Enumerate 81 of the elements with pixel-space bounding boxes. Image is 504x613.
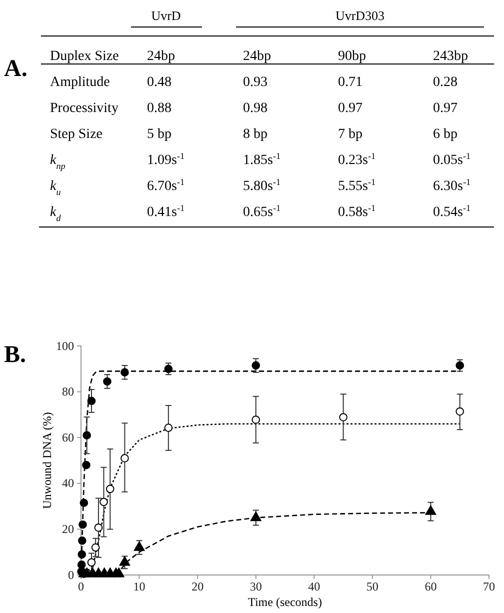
point (94, 523, 103, 532)
text: A. (4, 56, 28, 82)
point (119, 556, 130, 566)
point (134, 541, 145, 551)
point (87, 558, 96, 567)
y-tick-label: 40 (62, 476, 74, 490)
text: 0.71 (338, 75, 362, 90)
y-axis-title: Unwound DNA (%) (40, 412, 54, 509)
text: 0.88 (147, 101, 172, 116)
point (425, 505, 436, 515)
point (252, 416, 260, 424)
x-tick-label: 10 (133, 580, 146, 594)
text: 0.41s$^{-1}$ (147, 203, 185, 220)
point (106, 484, 114, 494)
x-tick-label: 70 (483, 580, 495, 594)
text: 90bp (338, 49, 366, 64)
text: 6.30s$^{-1}$ (433, 177, 471, 194)
text: UvrD303 (335, 8, 385, 23)
text: 1.85s$^{-1}$ (243, 151, 281, 168)
y-tick-label: 0 (68, 568, 74, 582)
y-tick-label: 80 (62, 384, 74, 399)
chart-title: B. (4, 342, 26, 368)
text: 0.58s$^{-1}$ (338, 203, 376, 220)
x-tick-label: 60 (424, 580, 437, 594)
text: Amplitude (50, 75, 110, 90)
text: 24bp (243, 49, 271, 64)
x-tick-label: 20 (192, 580, 204, 594)
point (78, 536, 86, 545)
text: 0.28 (433, 75, 458, 90)
text: 0.23s$^{-1}$ (338, 151, 376, 168)
text: 0.98 (243, 101, 268, 116)
y-tick-label: 100 (56, 338, 74, 353)
text: 0.05s$^{-1}$ (433, 151, 471, 168)
point (82, 431, 91, 440)
point (82, 460, 90, 470)
text: k$_{np}$ (50, 153, 66, 171)
point (456, 407, 464, 416)
text: UvrD (151, 8, 181, 23)
text: 0.54s$^{-1}$ (433, 203, 471, 220)
text: k$_{d}$ (50, 205, 62, 223)
text: 0.65s$^{-1}$ (243, 203, 281, 220)
point (120, 454, 129, 462)
text: 0.93 (243, 75, 268, 90)
text: 8 bp (243, 127, 268, 142)
text: 6.70s$^{-1}$ (147, 177, 185, 194)
x-axis-title: Time (seconds) (248, 595, 322, 609)
text: 5.55s$^{-1}$ (338, 177, 376, 194)
text: 7 bp (338, 127, 362, 142)
text: 6 bp (433, 127, 458, 142)
point (103, 377, 112, 386)
x-tick-label: 50 (366, 580, 378, 594)
text: 243bp (433, 49, 468, 64)
text: Step Size (50, 127, 102, 142)
text: 5.80s$^{-1}$ (243, 177, 281, 194)
point (77, 560, 86, 569)
point (120, 368, 129, 376)
point (91, 543, 100, 552)
x-tick-label: 0 (78, 580, 84, 594)
point (100, 498, 108, 506)
text: Processivity (50, 101, 118, 116)
text: 0.48 (147, 75, 172, 90)
point (113, 568, 124, 578)
text: 24bp (147, 49, 175, 64)
y-tick-label: 20 (62, 522, 74, 536)
x-tick-label: 30 (250, 580, 262, 594)
text: 5 bp (147, 127, 172, 142)
point (164, 424, 173, 432)
point (252, 361, 260, 370)
point (78, 520, 87, 529)
text: 0.97 (433, 101, 458, 116)
x-tick-label: 40 (308, 580, 320, 594)
point (80, 498, 88, 508)
text: 0.97 (338, 101, 362, 116)
text: 1.09s$^{-1}$ (147, 151, 185, 168)
text: k$_{u}$ (50, 179, 62, 197)
text: Duplex Size (50, 49, 119, 64)
point (250, 512, 262, 522)
point (339, 413, 348, 422)
point (87, 396, 96, 406)
y-tick-label: 60 (62, 430, 74, 444)
point (78, 550, 86, 559)
